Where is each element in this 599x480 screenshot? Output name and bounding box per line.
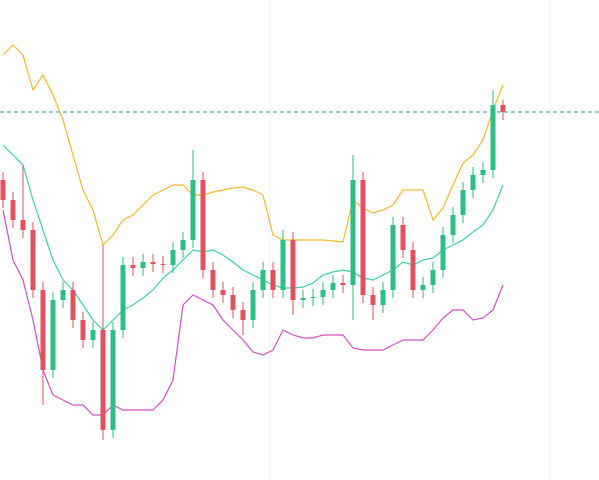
candle-body [260, 270, 266, 290]
candle-body [430, 270, 436, 285]
candle-body [210, 270, 216, 290]
candle-body [330, 283, 336, 290]
candle-body [30, 230, 36, 290]
candle-body [200, 180, 206, 270]
candle-body [190, 180, 196, 240]
candle-body [440, 235, 446, 270]
candle-body [300, 298, 306, 300]
candle-body [500, 105, 506, 112]
candle-body [250, 290, 256, 320]
candle-body [140, 262, 146, 268]
candle-body [90, 330, 96, 340]
candle-body [40, 290, 46, 370]
candle-body [50, 300, 56, 370]
candle-body [0, 180, 6, 200]
candle-body [10, 200, 16, 220]
candle-body [390, 225, 396, 290]
candle-body [120, 265, 126, 330]
candle-body [490, 105, 496, 170]
candle-body [350, 180, 356, 285]
candle-body [80, 320, 86, 340]
candle-body [290, 240, 296, 300]
candle-body [340, 283, 346, 285]
candle-body [420, 285, 426, 290]
candle-body [470, 175, 476, 190]
candle-body [480, 170, 486, 175]
candle-body [460, 190, 466, 215]
band-line [2, 44, 504, 247]
candle-body [370, 295, 376, 305]
candle-body [60, 290, 66, 300]
candle-body [360, 180, 366, 295]
candle-body [220, 290, 226, 295]
candle-body [130, 265, 136, 268]
candle-body [310, 297, 316, 298]
candle-body [270, 270, 276, 290]
candle-body [240, 310, 246, 320]
candle-body [400, 225, 406, 250]
candle-body [20, 220, 26, 230]
candle-body [100, 330, 106, 430]
candle-body [170, 250, 176, 265]
candle-body [70, 290, 76, 320]
candle-body [280, 240, 286, 290]
candle-body [150, 262, 156, 264]
band-line [2, 144, 504, 331]
candle-body [320, 290, 326, 297]
candle-body [110, 330, 116, 430]
candle-body [450, 215, 456, 235]
candle-body [380, 290, 386, 305]
candle-body [160, 264, 166, 265]
candle-body [230, 295, 236, 310]
candle-body [410, 250, 416, 290]
candle-body [180, 240, 186, 250]
band-line [2, 209, 504, 416]
